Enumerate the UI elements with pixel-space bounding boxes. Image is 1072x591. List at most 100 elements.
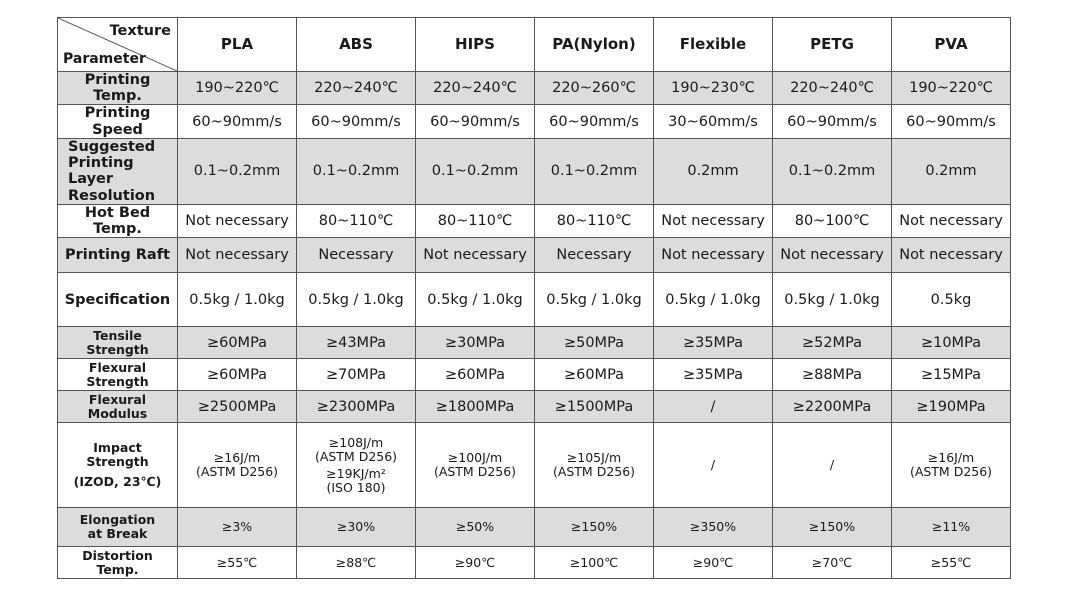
table-cell: ≥150% [534,507,654,548]
corner-label-texture: Texture [109,23,171,39]
table-cell: ≥350% [653,507,773,548]
table-cell: ≥1800MPa [415,390,535,424]
column-header-pva: PVA [891,17,1011,72]
table-cell: ≥30MPa [415,326,535,360]
table-cell: ≥105J/m (ASTM D256) [534,422,654,509]
table-cell: ≥90℃ [653,546,773,580]
table-cell: ≥2200MPa [772,390,892,424]
cell-line: / [829,457,835,473]
table-cell: ≥60MPa [415,358,535,392]
table-cell: ≥2500MPa [177,390,297,424]
table-cell: Not necessary [772,237,892,274]
row-label-line: Printing Layer [68,155,134,188]
diagonal-divider [58,18,177,71]
table-row-impact-strength: Impact Strength (IZOD, 23℃) ≥16J/m (ASTM… [57,422,1011,509]
table-cell: ≥16J/m (ASTM D256) [891,422,1011,509]
row-label-line: Suggested [68,138,156,155]
table-cell: Not necessary [415,237,535,274]
row-label: Flexural Strength [57,358,178,392]
table-cell: ≥2300MPa [296,390,416,424]
cell-line: ≥16J/m [213,450,261,466]
table-row-printing-raft: Printing Raft Not necessary Necessary No… [57,237,1011,274]
table-cell: 0.1~0.2mm [415,137,535,205]
table-row-layer-resolution: Suggested Printing Layer Resolution 0.1~… [57,137,1011,205]
column-header-nylon: PA(Nylon) [534,17,654,72]
corner-cell: Texture Parameter [57,17,178,72]
table-cell: 0.2mm [653,137,773,205]
table-cell: ≥108J/m (ASTM D256) ≥19KJ/m² (ISO 180) [296,422,416,509]
table-cell: ≥90℃ [415,546,535,580]
column-header-flexible: Flexible [653,17,773,72]
table-cell: Not necessary [653,203,773,239]
table-cell: 30~60mm/s [653,104,773,139]
table-cell: 0.5kg / 1.0kg [415,272,535,328]
cell-line: (ASTM D256) [195,464,279,480]
table-row-flexural-modulus: Flexural Modulus ≥2500MPa ≥2300MPa ≥1800… [57,390,1011,424]
cell-line: (ASTM D256) [314,448,398,464]
column-header-abs: ABS [296,17,416,72]
table-cell: Not necessary [891,237,1011,274]
row-label: Impact Strength (IZOD, 23℃) [57,422,178,509]
table-cell: ≥88MPa [772,358,892,392]
table-cell: ≥70℃ [772,546,892,580]
row-label: Elongation at Break [57,507,178,548]
table-cell: ≥30% [296,507,416,548]
cell-line: (ASTM D256) [552,464,636,480]
row-label: Flexural Modulus [57,390,178,424]
table-cell: 220~240℃ [772,70,892,106]
table-cell: ≥15MPa [891,358,1011,392]
table-row-distortion-temp: Distortion Temp. ≥55℃ ≥88℃ ≥90℃ ≥100℃ ≥9… [57,546,1011,580]
table-cell: 60~90mm/s [772,104,892,139]
table-cell: Not necessary [177,203,297,239]
table-cell: ≥55℃ [891,546,1011,580]
table-cell: ≥16J/m (ASTM D256) [177,422,297,509]
table-row-hot-bed-temp: Hot Bed Temp. Not necessary 80~110℃ 80~1… [57,203,1011,239]
table-cell: 60~90mm/s [891,104,1011,139]
row-label: Printing Temp. [57,70,178,106]
table-cell: 80~110℃ [534,203,654,239]
table-cell: 190~230℃ [653,70,773,106]
table-cell: 60~90mm/s [534,104,654,139]
table-cell: 220~260℃ [534,70,654,106]
column-header-hips: HIPS [415,17,535,72]
table-cell: 190~220℃ [177,70,297,106]
table-cell: 0.5kg / 1.0kg [772,272,892,328]
table-cell: ≥100J/m (ASTM D256) [415,422,535,509]
table-row-printing-speed: Printing Speed 60~90mm/s 60~90mm/s 60~90… [57,104,1011,139]
table-cell: 60~90mm/s [296,104,416,139]
row-label-line: Elongation [79,512,156,528]
table-cell: 60~90mm/s [177,104,297,139]
row-label: Tensile Strength [57,326,178,360]
table-cell: ≥150% [772,507,892,548]
table-row-printing-temp: Printing Temp. 190~220℃ 220~240℃ 220~240… [57,70,1011,106]
table-cell: ≥3% [177,507,297,548]
table-row-elongation: Elongation at Break ≥3% ≥30% ≥50% ≥150% … [57,507,1011,548]
cell-line: ≥100J/m [447,450,503,466]
row-label-line: (IZOD, 23℃) [73,474,162,490]
table-cell: 80~110℃ [296,203,416,239]
cell-line: ≥16J/m [927,450,975,466]
cell-line: ≥19KJ/m² [326,465,386,481]
table-cell: 0.2mm [891,137,1011,205]
table-cell: / [653,390,773,424]
table-cell: 80~100℃ [772,203,892,239]
table-cell: ≥10MPa [891,326,1011,360]
row-label: Specification [57,272,178,328]
table-cell: Not necessary [653,237,773,274]
table-cell: ≥60MPa [534,358,654,392]
table-cell: 0.1~0.2mm [534,137,654,205]
table-cell: 220~240℃ [296,70,416,106]
corner-label-parameter: Parameter [63,51,146,68]
table-cell: Necessary [296,237,416,274]
table-cell: ≥88℃ [296,546,416,580]
header-row: Texture Parameter PLA ABS HIPS PA(Nylon)… [57,17,1011,72]
table-cell: Necessary [534,237,654,274]
row-label-line: Resolution [68,187,156,204]
table-cell: 0.1~0.2mm [296,137,416,205]
table-cell: ≥70MPa [296,358,416,392]
table-cell: ≥60MPa [177,358,297,392]
table-cell: 0.1~0.2mm [177,137,297,205]
row-label: Printing Speed [57,104,178,139]
cell-line: (ISO 180) [326,479,386,495]
cell-line: / [710,457,716,473]
